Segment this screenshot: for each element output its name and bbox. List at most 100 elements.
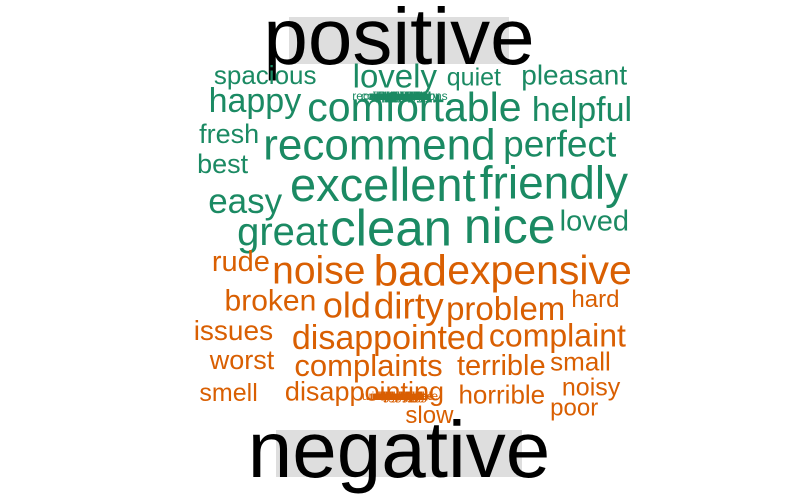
positive-word-44: impressed bbox=[372, 89, 427, 103]
positive-word-50: gorgeous bbox=[375, 89, 425, 103]
negative-word-52: shame bbox=[382, 389, 418, 403]
negative-word-16: small bbox=[550, 347, 611, 377]
positive-word-32: lucky bbox=[386, 89, 413, 103]
negative-word-25: mistake bbox=[379, 389, 421, 403]
negative-word-34: fake bbox=[389, 389, 412, 403]
negative-word-57: limited bbox=[383, 389, 418, 403]
negative-word-21: slow bbox=[405, 402, 454, 429]
negative-word-19: crowded bbox=[377, 389, 422, 403]
negative-word-22: poor bbox=[550, 395, 598, 422]
positive-word-27: comfy bbox=[384, 89, 416, 103]
negative-word-28: smoke bbox=[382, 389, 418, 403]
positive-word-18: loved bbox=[560, 206, 629, 238]
positive-word-17: awesome bbox=[374, 89, 426, 103]
negative-word-31: horrid bbox=[385, 389, 416, 403]
positive-word-60: pleasure bbox=[377, 89, 423, 103]
positive-word-59: paradise bbox=[377, 89, 423, 103]
positive-word-34: gem bbox=[388, 89, 411, 103]
negative-word-49: lacking bbox=[381, 389, 418, 403]
positive-word-53: incredibly bbox=[375, 89, 426, 103]
positive-word-56: warm bbox=[384, 89, 414, 103]
positive-word-31: adequate bbox=[375, 89, 425, 103]
negative-word-27: concerned bbox=[372, 389, 428, 403]
negative-word-61: sadly bbox=[386, 389, 414, 403]
negative-word-18: smell bbox=[199, 379, 257, 407]
positive-word-63: variety bbox=[382, 89, 417, 103]
negative-word-51: steep bbox=[385, 389, 415, 403]
positive-word-55: luxury bbox=[384, 89, 416, 103]
positive-word-45: upgraded bbox=[375, 89, 426, 103]
negative-word-1: expensive bbox=[447, 247, 632, 293]
negative-word-30: unable bbox=[382, 389, 418, 403]
negative-word-37: regret bbox=[384, 389, 416, 403]
positive-word-62: super bbox=[385, 89, 415, 103]
positive-group-title: positive bbox=[263, 0, 534, 81]
positive-word-0: clean bbox=[330, 200, 452, 257]
negative-word-56: stains bbox=[384, 389, 415, 403]
negative-word-8: complaints bbox=[294, 348, 442, 383]
negative-word-9: broken bbox=[225, 285, 317, 318]
positive-word-8: perfect bbox=[503, 123, 617, 164]
positive-word-36: exceptional bbox=[370, 89, 431, 103]
positive-word-3: friendly bbox=[480, 156, 628, 208]
negative-word-26: strange bbox=[380, 389, 420, 403]
negative-word-3: dirty bbox=[374, 286, 444, 327]
negative-title-background bbox=[276, 430, 522, 477]
positive-word-54: perfectly bbox=[377, 89, 422, 103]
negative-word-12: issues bbox=[194, 315, 273, 346]
negative-word-29: unusual bbox=[379, 389, 421, 403]
negative-word-13: worst bbox=[209, 345, 275, 375]
negative-word-63: dated bbox=[385, 389, 415, 403]
positive-word-15: fantastic bbox=[378, 89, 423, 103]
positive-word-43: outstanding bbox=[369, 89, 431, 103]
negative-word-44: nervous bbox=[379, 389, 422, 403]
negative-word-17: noisy bbox=[562, 374, 621, 402]
negative-word-60: stuffy bbox=[386, 389, 414, 403]
negative-word-40: negative bbox=[377, 389, 423, 403]
positive-word-51: incredible bbox=[374, 89, 426, 103]
negative-word-47: drawback bbox=[374, 389, 426, 403]
negative-word-59: cramped bbox=[377, 389, 424, 403]
positive-word-6: great bbox=[237, 210, 328, 254]
positive-word-39: beautifully bbox=[373, 89, 427, 103]
positive-word-9: wonderful bbox=[373, 89, 426, 103]
negative-word-5: disappointed bbox=[292, 319, 485, 357]
positive-word-47: romantic bbox=[377, 89, 423, 103]
positive-word-40: flawless bbox=[379, 89, 422, 103]
negative-word-23: annoying bbox=[376, 389, 425, 403]
positive-word-13: lovely bbox=[353, 58, 438, 95]
positive-word-20: pleasant bbox=[521, 59, 627, 90]
negative-word-33: shabby bbox=[381, 389, 420, 403]
positive-word-48: reasonable bbox=[370, 89, 430, 103]
positive-word-61: ready bbox=[385, 89, 415, 103]
negative-word-66: boring bbox=[383, 389, 416, 403]
positive-word-49: glad bbox=[389, 89, 412, 103]
positive-word-25: favorite bbox=[380, 89, 420, 103]
positive-word-57: excellence bbox=[372, 89, 429, 103]
positive-word-28: recommendations bbox=[352, 89, 447, 103]
negative-word-7: complaint bbox=[489, 318, 626, 354]
negative-word-48: needless bbox=[376, 389, 424, 403]
positive-word-19: fabulous bbox=[377, 89, 422, 103]
negative-word-0: bad bbox=[374, 247, 447, 296]
positive-word-22: fresh bbox=[199, 119, 259, 149]
negative-word-43: uncomfortable bbox=[362, 389, 438, 403]
negative-word-35: dead bbox=[387, 389, 414, 403]
negative-word-24: trouble bbox=[382, 389, 419, 403]
positive-word-35: complimentary bbox=[361, 89, 439, 103]
positive-word-1: nice bbox=[464, 198, 556, 254]
positive-word-58: delicious bbox=[377, 89, 424, 103]
negative-word-62: tough bbox=[385, 389, 415, 403]
positive-title-background bbox=[289, 17, 509, 64]
negative-word-42: unbelievable bbox=[366, 389, 434, 403]
positive-word-10: easy bbox=[208, 182, 282, 221]
negative-word-14: disappointing bbox=[285, 377, 444, 407]
positive-word-30: luxurious bbox=[376, 89, 424, 103]
positive-word-41: enjoyable bbox=[374, 89, 426, 103]
positive-word-2: excellent bbox=[290, 158, 476, 211]
positive-word-29: spectacular bbox=[369, 89, 430, 103]
positive-word-46: attentive bbox=[377, 89, 423, 103]
